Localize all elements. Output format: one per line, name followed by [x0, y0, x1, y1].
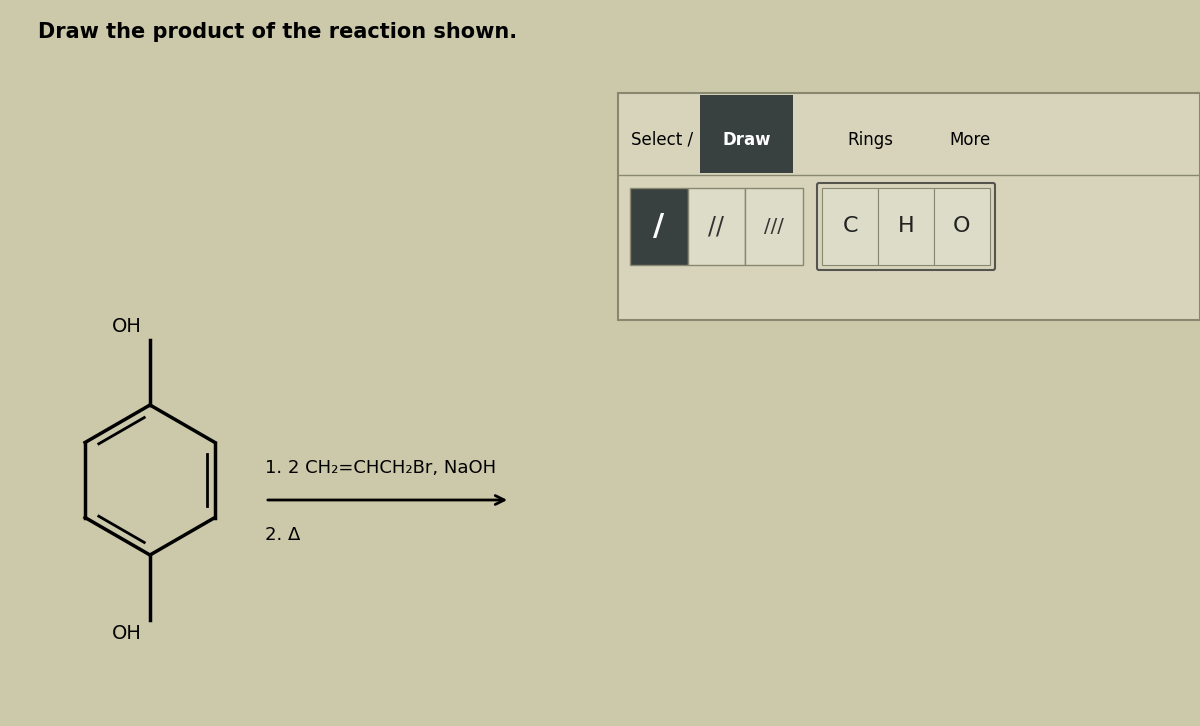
Text: Draw: Draw — [722, 131, 770, 149]
Text: Draw the product of the reaction shown.: Draw the product of the reaction shown. — [38, 22, 517, 42]
Text: 2. Δ: 2. Δ — [265, 526, 300, 544]
Bar — [700, 95, 793, 173]
Bar — [878, 188, 934, 265]
Text: //: // — [708, 214, 725, 239]
Text: Rings: Rings — [847, 131, 893, 149]
Bar — [745, 188, 803, 265]
Text: H: H — [898, 216, 914, 237]
Text: O: O — [953, 216, 971, 237]
Text: C: C — [842, 216, 858, 237]
Text: ///: /// — [764, 217, 784, 236]
Text: OH: OH — [112, 624, 142, 643]
Text: Select /: Select / — [631, 131, 694, 149]
Bar — [618, 93, 1200, 320]
Bar — [688, 188, 745, 265]
Text: 1. 2 CH₂=CHCH₂Br, NaOH: 1. 2 CH₂=CHCH₂Br, NaOH — [265, 459, 496, 477]
Bar — [630, 188, 688, 265]
Text: /: / — [654, 212, 665, 241]
Text: More: More — [949, 131, 991, 149]
Text: OH: OH — [112, 317, 142, 336]
Bar — [934, 188, 990, 265]
Bar — [822, 188, 878, 265]
